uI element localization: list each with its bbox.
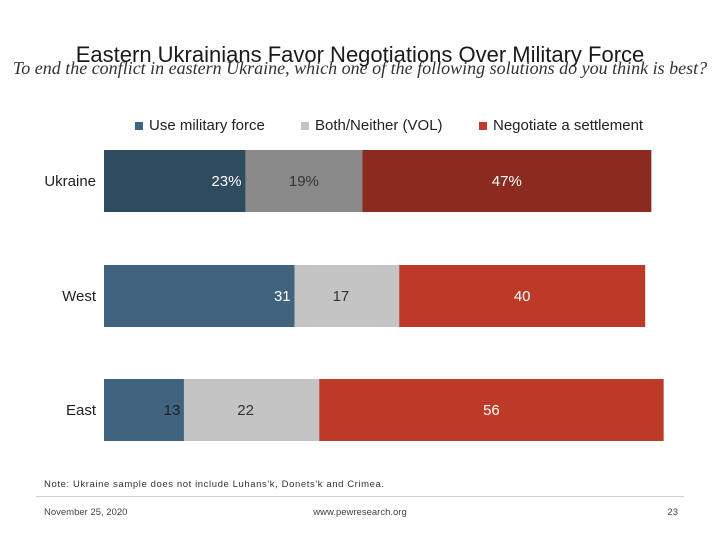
- footer-date: November 25, 2020: [44, 507, 128, 518]
- bar-east-series-2: [319, 379, 664, 441]
- data-label-ukraine-series-0: 23%: [211, 173, 241, 190]
- bar-ukraine-series-2: [362, 150, 652, 212]
- legend-label-military-force: Use military force: [149, 117, 265, 134]
- legend-item-both-neither: Both/Neither (VOL): [301, 117, 443, 134]
- footer-url: www.pewresearch.org: [313, 507, 407, 518]
- category-label-west: West: [62, 288, 97, 305]
- chart-note: Note: Ukraine sample does not include Lu…: [44, 479, 385, 490]
- bar-west-series-0: [104, 265, 295, 327]
- data-label-west-series-2: 40: [514, 288, 531, 305]
- data-label-west-series-0: 31: [274, 288, 291, 305]
- page-number: 23: [667, 507, 678, 518]
- bar-west-series-2: [399, 265, 646, 327]
- data-label-ukraine-series-2: 47%: [492, 173, 522, 190]
- bar-ukraine-series-0: [104, 150, 246, 212]
- bar-ukraine-series-1: [245, 150, 363, 212]
- category-label-east: East: [66, 402, 97, 419]
- bar-west-series-1: [294, 265, 400, 327]
- footer-divider: [36, 496, 684, 497]
- legend-label-both-neither: Both/Neither (VOL): [315, 117, 443, 134]
- legend-item-military-force: Use military force: [135, 117, 265, 134]
- legend-label-negotiate: Negotiate a settlement: [493, 117, 644, 134]
- legend: Use military force Both/Neither (VOL) Ne…: [0, 117, 720, 137]
- legend-swatch-both-neither: [301, 121, 309, 130]
- bar-east-series-1: [183, 379, 320, 441]
- data-label-east-series-2: 56: [483, 402, 500, 419]
- data-label-east-series-1: 22: [237, 402, 254, 419]
- legend-swatch-military-force: [135, 121, 143, 130]
- category-label-ukraine: Ukraine: [44, 173, 96, 190]
- data-label-west-series-1: 17: [333, 288, 350, 305]
- chart-subtitle: To end the conflict in eastern Ukraine, …: [12, 58, 708, 78]
- data-label-ukraine-series-1: 19%: [289, 173, 319, 190]
- legend-item-negotiate: Negotiate a settlement: [479, 117, 643, 134]
- legend-swatch-negotiate: [479, 121, 487, 130]
- data-label-east-series-0: 13: [164, 402, 181, 419]
- bar-east-series-0: [104, 379, 184, 441]
- chart-title: Eastern Ukrainians Favor Negotiations Ov…: [75, 42, 645, 67]
